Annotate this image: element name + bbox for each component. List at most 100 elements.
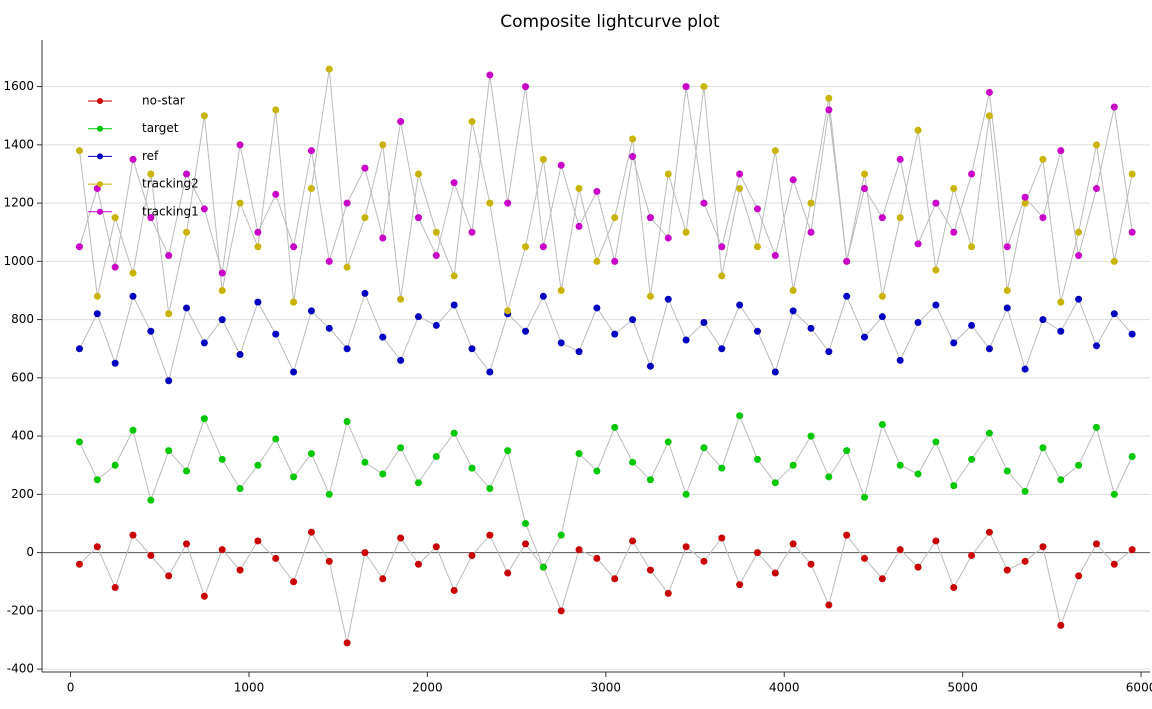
point <box>361 289 369 297</box>
point <box>861 185 869 193</box>
point <box>1003 243 1011 251</box>
x-tick-label: 2000 <box>412 681 443 695</box>
point <box>575 222 583 230</box>
point <box>682 490 690 498</box>
point <box>753 327 761 335</box>
point <box>575 185 583 193</box>
point <box>397 534 405 542</box>
point <box>557 531 565 539</box>
point <box>486 368 494 376</box>
point <box>486 485 494 493</box>
point <box>1057 621 1065 629</box>
series-line <box>79 531 1133 644</box>
point <box>629 152 637 160</box>
point <box>1039 444 1047 452</box>
legend-marker <box>97 98 103 104</box>
point <box>789 540 797 548</box>
point <box>968 243 976 251</box>
point <box>611 257 619 265</box>
point <box>1039 214 1047 222</box>
series-line <box>79 74 1133 274</box>
point <box>218 269 226 277</box>
point <box>1092 423 1100 431</box>
point <box>789 461 797 469</box>
point <box>504 199 512 207</box>
series-line <box>79 291 1133 383</box>
point <box>985 528 993 536</box>
point <box>771 252 779 260</box>
point <box>664 170 672 178</box>
point <box>985 88 993 96</box>
point <box>985 429 993 437</box>
point <box>75 560 83 568</box>
point <box>896 546 904 554</box>
point <box>272 554 280 562</box>
point <box>646 476 654 484</box>
point <box>111 584 119 592</box>
point <box>75 243 83 251</box>
y-tick-label: 400 <box>11 429 34 443</box>
point <box>1057 298 1065 306</box>
point <box>557 607 565 615</box>
point <box>1110 103 1118 111</box>
point <box>825 473 833 481</box>
point <box>129 292 137 300</box>
point <box>504 569 512 577</box>
point <box>272 330 280 338</box>
point <box>343 263 351 271</box>
point <box>183 467 191 475</box>
point <box>75 147 83 155</box>
point <box>861 170 869 178</box>
point <box>307 307 315 315</box>
point <box>789 176 797 184</box>
point <box>718 464 726 472</box>
point <box>414 479 422 487</box>
point <box>432 452 440 460</box>
point <box>753 205 761 213</box>
point <box>1110 560 1118 568</box>
point <box>539 292 547 300</box>
point <box>218 546 226 554</box>
point <box>932 199 940 207</box>
point <box>771 368 779 376</box>
point <box>111 359 119 367</box>
point <box>343 199 351 207</box>
point <box>218 455 226 463</box>
point <box>968 455 976 463</box>
point <box>183 170 191 178</box>
point <box>611 423 619 431</box>
point <box>682 543 690 551</box>
point <box>450 586 458 594</box>
point <box>414 170 422 178</box>
point <box>236 199 244 207</box>
point <box>307 185 315 193</box>
point <box>307 450 315 458</box>
point <box>985 112 993 120</box>
point <box>575 348 583 356</box>
point <box>165 377 173 385</box>
legend-label: tracking2 <box>142 177 199 191</box>
point <box>75 438 83 446</box>
x-tick-label: 3000 <box>591 681 622 695</box>
point <box>1021 557 1029 565</box>
point <box>325 557 333 565</box>
point <box>771 147 779 155</box>
point <box>1128 228 1136 236</box>
point <box>646 214 654 222</box>
y-tick-label: 0 <box>26 545 34 559</box>
legend-label: ref <box>142 149 159 163</box>
series-line <box>79 69 1133 314</box>
point <box>629 537 637 545</box>
point <box>450 301 458 309</box>
point <box>504 307 512 315</box>
point <box>432 543 440 551</box>
point <box>843 257 851 265</box>
point <box>1110 490 1118 498</box>
point <box>593 467 601 475</box>
point <box>825 348 833 356</box>
x-tick-label: 4000 <box>769 681 800 695</box>
point <box>165 447 173 455</box>
point <box>807 199 815 207</box>
point <box>129 426 137 434</box>
point <box>878 420 886 428</box>
